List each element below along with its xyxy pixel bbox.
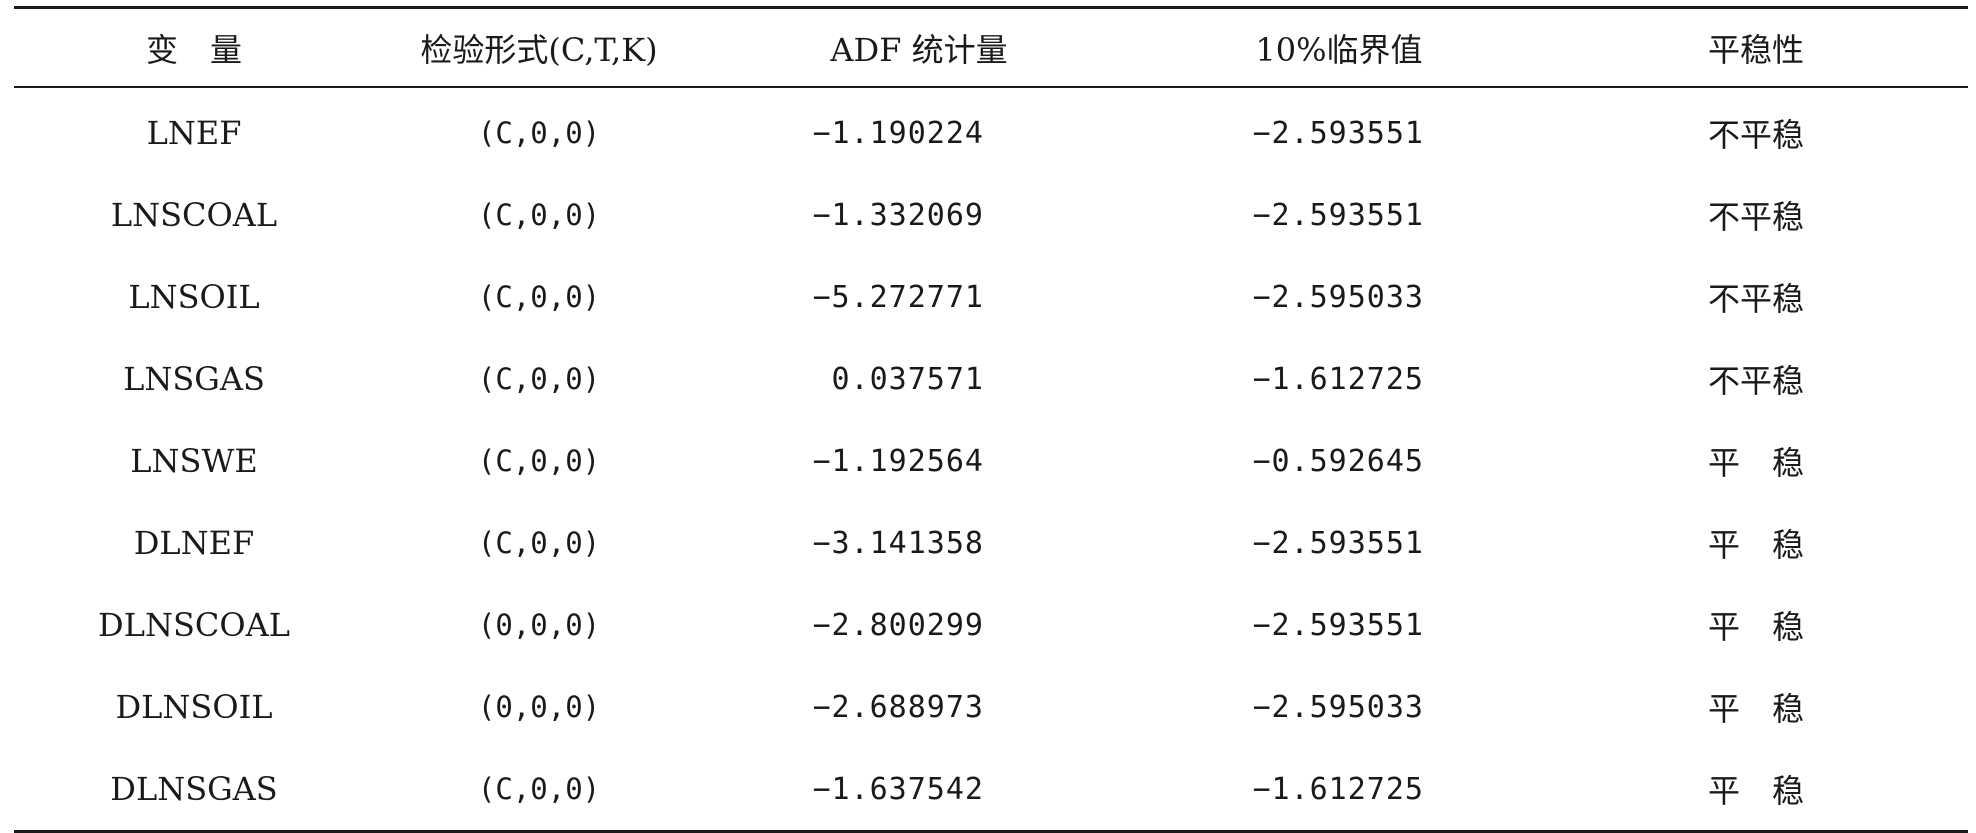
cell-adf-statistic: −1.192564 [812,443,984,479]
cell-test-form: (0,0,0) [477,608,601,642]
table-row: LNSWE (C,0,0) −1.192564 −0.592645 平 稳 [14,420,1968,502]
cell-test-form: (C,0,0) [477,526,601,560]
cell-variable: DLNSCOAL [98,606,290,644]
table-row: LNSCOAL (C,0,0) −1.332069 −2.593551 不平稳 [14,174,1968,256]
header-variable: 变 量 [145,30,242,69]
cell-critical-value: −2.593551 [1252,525,1424,561]
cell-variable: DLNSGAS [110,770,278,808]
cell-adf-statistic: −5.272771 [812,279,984,315]
cell-test-form: (C,0,0) [477,116,601,150]
cell-stationarity: 平 稳 [1707,772,1804,810]
cell-critical-value: −1.612725 [1252,771,1424,807]
cell-test-form: (C,0,0) [477,362,601,396]
cell-test-form: (0,0,0) [477,690,601,724]
cell-critical-value: −2.595033 [1252,279,1424,315]
cell-variable: LNSOIL [128,278,260,316]
cell-variable: LNSWE [130,442,258,480]
cell-stationarity: 不平稳 [1707,116,1804,154]
cell-stationarity: 平 稳 [1707,526,1804,564]
cell-critical-value: −2.593551 [1252,607,1424,643]
cell-variable: LNEF [146,114,242,152]
cell-adf-statistic: −3.141358 [812,525,984,561]
table-row: DLNSOIL (0,0,0) −2.688973 −2.595033 平 稳 [14,666,1968,748]
header-stationarity: 平稳性 [1707,30,1804,69]
cell-stationarity: 不平稳 [1707,280,1804,318]
header-adf-statistic: ADF 统计量 [830,30,1008,69]
table-header-rule [14,86,1968,88]
table-row: LNEF (C,0,0) −1.190224 −2.593551 不平稳 [14,92,1968,174]
cell-stationarity: 平 稳 [1707,608,1804,646]
cell-critical-value: −1.612725 [1252,361,1424,397]
cell-stationarity: 平 稳 [1707,690,1804,728]
table-row: LNSGAS (C,0,0) 0.037571 −1.612725 不平稳 [14,338,1968,420]
cell-test-form: (C,0,0) [477,198,601,232]
cell-critical-value: −2.593551 [1252,115,1424,151]
cell-adf-statistic: −2.800299 [812,607,984,643]
cell-critical-value: −0.592645 [1252,443,1424,479]
header-test-form: 检验形式(C,T,K) [420,30,658,69]
table-body: LNEF (C,0,0) −1.190224 −2.593551 不平稳 LNS… [14,92,1968,830]
cell-variable: DLNSOIL [115,688,273,726]
cell-adf-statistic: −1.190224 [812,115,984,151]
cell-stationarity: 不平稳 [1707,198,1804,236]
cell-test-form: (C,0,0) [477,444,601,478]
adf-test-table: 变 量 检验形式(C,T,K) ADF 统计量 10%临界值 平稳性 LNEF … [14,6,1968,833]
cell-adf-statistic: −1.332069 [812,197,984,233]
cell-stationarity: 不平稳 [1707,362,1804,400]
cell-critical-value: −2.595033 [1252,689,1424,725]
table-top-rule [14,6,1968,9]
cell-stationarity: 平 稳 [1707,444,1804,482]
cell-variable: LNSGAS [123,360,265,398]
cell-variable: LNSCOAL [110,196,278,234]
table-row: DLNSCOAL (0,0,0) −2.800299 −2.593551 平 稳 [14,584,1968,666]
header-critical-value: 10%临界值 [1255,30,1423,69]
cell-variable: DLNEF [133,524,255,562]
table-row: DLNSGAS (C,0,0) −1.637542 −1.612725 平 稳 [14,748,1968,830]
cell-critical-value: −2.593551 [1252,197,1424,233]
cell-adf-statistic: 0.037571 [831,361,984,397]
table-row: LNSOIL (C,0,0) −5.272771 −2.595033 不平稳 [14,256,1968,338]
table-header-row: 变 量 检验形式(C,T,K) ADF 统计量 10%临界值 平稳性 [14,9,1968,86]
cell-adf-statistic: −1.637542 [812,771,984,807]
table-row: DLNEF (C,0,0) −3.141358 −2.593551 平 稳 [14,502,1968,584]
cell-test-form: (C,0,0) [477,772,601,806]
cell-adf-statistic: −2.688973 [812,689,984,725]
cell-test-form: (C,0,0) [477,280,601,314]
